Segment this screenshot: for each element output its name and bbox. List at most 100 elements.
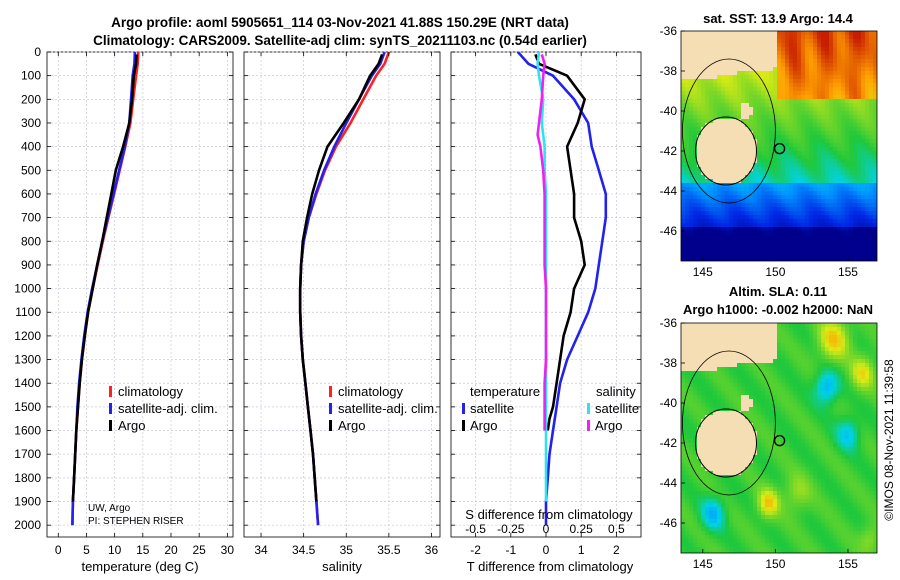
map-cell xyxy=(829,439,834,444)
map-cell xyxy=(697,183,702,188)
map-cell xyxy=(833,87,838,92)
map-cell xyxy=(837,391,842,396)
map-cell xyxy=(817,359,822,364)
map-cell xyxy=(869,255,874,260)
map-cell xyxy=(733,79,738,84)
map-cell xyxy=(813,83,818,88)
map-cell xyxy=(745,383,750,388)
map-cell xyxy=(869,363,874,368)
map-cell xyxy=(801,223,806,228)
map-cell xyxy=(713,399,718,404)
map-cell xyxy=(721,247,726,252)
map-cell xyxy=(721,123,726,128)
map-cell xyxy=(689,131,694,136)
map-cell xyxy=(781,439,786,444)
map-cell xyxy=(797,195,802,200)
map-cell xyxy=(721,163,726,168)
map-cell xyxy=(793,419,798,424)
map-cell xyxy=(713,375,718,380)
map-cell xyxy=(725,451,730,456)
map-cell xyxy=(829,79,834,84)
map-cell xyxy=(849,435,854,440)
map-cell xyxy=(745,403,750,408)
map-cell xyxy=(757,179,762,184)
map-cell xyxy=(845,439,850,444)
temperature-ticks: 0100200300400500600700800900100011001200… xyxy=(14,45,234,557)
map-cell xyxy=(689,183,694,188)
map-cell xyxy=(849,459,854,464)
map-cell xyxy=(793,187,798,192)
map-cell xyxy=(773,459,778,464)
map-cell xyxy=(857,187,862,192)
map-cell xyxy=(809,143,814,148)
y-tick-label: 200 xyxy=(21,92,41,106)
map-cell xyxy=(865,379,870,384)
map-cell xyxy=(857,359,862,364)
map-cell xyxy=(833,147,838,152)
map-cell xyxy=(869,355,874,360)
map-cell xyxy=(849,71,854,76)
map-cell xyxy=(865,215,870,220)
map-cell xyxy=(817,463,822,468)
map-cell xyxy=(869,379,874,384)
map-cell xyxy=(725,443,730,448)
map-cell xyxy=(813,75,818,80)
map-cell xyxy=(701,179,706,184)
map-cell xyxy=(757,87,762,92)
map-cell xyxy=(865,419,870,424)
map-cell xyxy=(773,175,778,180)
map-cell xyxy=(685,191,690,196)
map-cell xyxy=(749,239,754,244)
map-cell xyxy=(861,159,866,164)
map-cell xyxy=(757,403,762,408)
map-cell xyxy=(753,43,758,48)
map-cell xyxy=(833,211,838,216)
map-cell xyxy=(761,379,766,384)
map-cell xyxy=(717,427,722,432)
map-cell xyxy=(733,427,738,432)
map-cell xyxy=(729,231,734,236)
map-cell xyxy=(689,67,694,72)
map-cell xyxy=(853,363,858,368)
map-cell xyxy=(805,427,810,432)
map-cell xyxy=(765,119,770,124)
map-cell xyxy=(857,95,862,100)
map-cell xyxy=(749,459,754,464)
map-cell xyxy=(737,343,742,348)
map-cell xyxy=(805,91,810,96)
map-cell xyxy=(797,259,802,261)
map-cell xyxy=(681,451,686,456)
map-cell xyxy=(869,399,874,404)
map-cell xyxy=(793,99,798,104)
map-cell xyxy=(869,79,874,84)
map-cell xyxy=(709,31,714,36)
map-cell xyxy=(753,339,758,344)
map-cell xyxy=(845,87,850,92)
map-cell xyxy=(709,443,714,448)
map-cell xyxy=(717,211,722,216)
map-cell xyxy=(833,363,838,368)
map-cell xyxy=(713,431,718,436)
legend-swatch-s-argo xyxy=(587,420,590,431)
map-cell xyxy=(701,343,706,348)
map-cell xyxy=(717,183,722,188)
map-cell xyxy=(717,155,722,160)
map-cell xyxy=(749,47,754,52)
map-cell xyxy=(777,387,782,392)
map-cell xyxy=(693,55,698,60)
map-cell xyxy=(765,347,770,352)
map-cell xyxy=(773,387,778,392)
map-cell xyxy=(693,71,698,76)
map-cell xyxy=(801,139,806,144)
map-cell xyxy=(837,419,842,424)
map-cell xyxy=(821,179,826,184)
map-cell xyxy=(805,367,810,372)
map-cell xyxy=(861,43,866,48)
map-cell xyxy=(833,239,838,244)
map-cell xyxy=(693,255,698,260)
map-cell xyxy=(789,79,794,84)
map-cell xyxy=(797,43,802,48)
map-cell xyxy=(761,463,766,468)
map-cell xyxy=(873,35,877,40)
map-cell xyxy=(777,199,782,204)
